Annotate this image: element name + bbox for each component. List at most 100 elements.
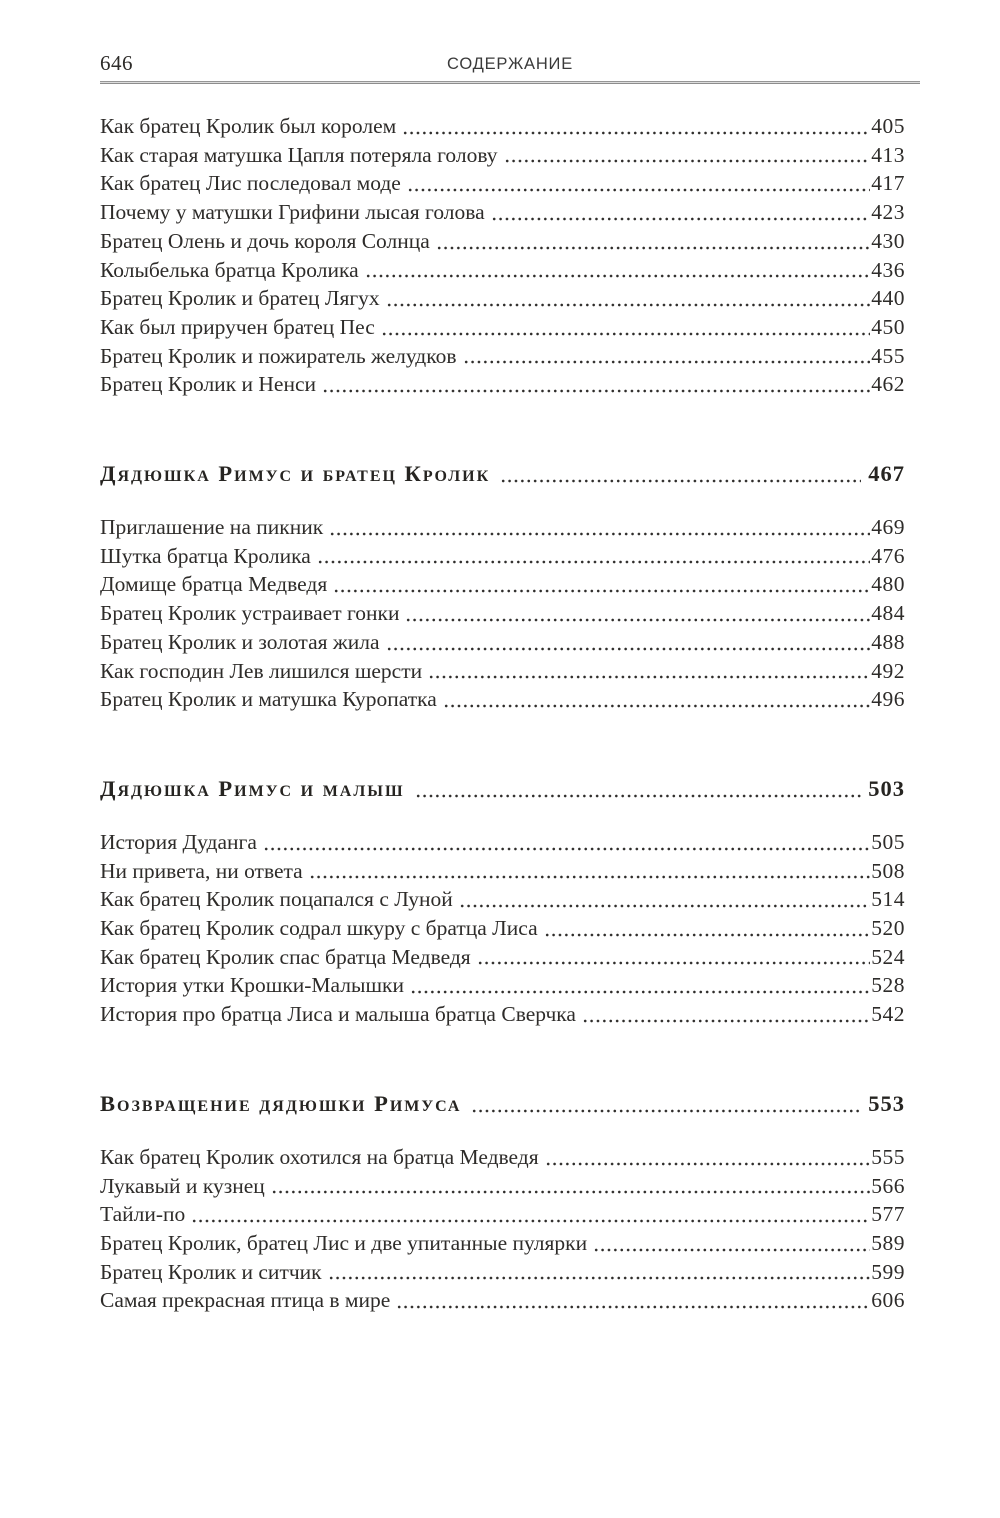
toc-entry-title: Лукавый и кузнец [100,1173,265,1198]
dot-leader [503,140,871,170]
toc-section-heading: Дядюшка Римус и малыш 503 [100,773,905,804]
toc-entry-title: Как братец Кролик поцапался с Луной [100,887,453,912]
toc-entry: Как братец Кролик охотился на братца Мед… [100,1142,905,1172]
toc-entry: Ни привета, ни ответа 508 [100,856,905,886]
toc-entry: Как братец Кролик поцапался с Луной 514 [100,885,905,915]
header-rule [100,81,920,84]
toc-group: Как братец Кролик был королем 405 Как ст… [100,112,905,400]
dot-leader [471,1088,862,1119]
toc-entry-page: 492 [871,658,905,683]
dot-leader [581,1000,871,1029]
dot-leader [333,570,871,600]
running-head: СОДЕРЖАНИЕ [446,55,574,73]
toc-entry-title: Домище братца Медведя [100,572,328,597]
dot-leader [385,627,871,657]
toc-entry-title: История утки Крошки-Малышки [100,973,404,998]
toc-entry: Братец Кролик и пожиратель желудков 455 [100,341,905,371]
toc-entry-title: Братец Кролик, братец Лис и две упитанны… [100,1230,588,1255]
toc-entry-title: Братец Кролик и братец Лягух [100,286,380,311]
toc-entry-page: 524 [871,944,905,969]
toc-entry-title: Ни привета, ни ответа [100,858,303,883]
toc-entry-title: Как братец Лис последовал моде [100,171,401,196]
toc-group: Дядюшка Римус и малыш 503 История Дуданг… [100,773,905,1029]
toc-entry-page: 450 [871,314,905,339]
toc-entry-page: 520 [871,916,905,941]
toc-entry-title: Братец Кролик и Ненси [100,372,317,397]
toc-entry-title: Братец Кролик устраивает гонки [100,601,400,626]
toc-entry-title: История Дуданга [100,829,257,854]
toc-entry: Как старая матушка Цапля потеряла голову… [100,140,905,170]
toc-entry-page: 484 [871,601,905,626]
toc-entry-page: 455 [871,343,905,368]
page-number: 646 [100,51,133,75]
dot-leader [191,1200,871,1229]
toc-entry-title: Приглашение на пикник [100,515,324,540]
dot-leader [500,459,862,490]
dot-leader [406,169,871,199]
toc-entry: Братец Кролик и ситчик 599 [100,1257,905,1287]
toc-entry: История про братца Лиса и малыша братца … [100,1000,905,1029]
toc-entry: Как братец Кролик спас братца Медведя 52… [100,942,905,972]
toc-entry-page: 488 [871,629,905,654]
dot-leader [364,255,871,285]
toc-entry-page: 405 [871,114,905,138]
toc: Как братец Кролик был королем 405 Как ст… [100,84,920,1316]
toc-entry-title: Шутка братца Кролика [100,543,311,568]
toc-entry: Братец Кролик, братец Лис и две упитанны… [100,1228,905,1258]
toc-entry-page: 480 [871,572,905,597]
dot-leader [270,1171,871,1201]
toc-entry: Шутка братца Кролика 476 [100,541,905,571]
toc-entry-page: 528 [871,973,905,998]
toc-entry-page: 566 [871,1173,905,1198]
toc-group: Дядюшка Римус и братец Кролик 467 Пригла… [100,459,905,714]
toc-entry-title: Как братец Кролик охотился на братца Мед… [100,1144,539,1169]
dot-leader [327,1257,871,1287]
toc-entry-page: 508 [871,858,905,883]
toc-entry: Братец Кролик устраивает гонки 484 [100,599,905,628]
dot-leader [380,312,871,342]
toc-section-heading: Дядюшка Римус и братец Кролик 467 [100,459,905,490]
toc-entry-page: 542 [871,1002,905,1027]
toc-entry: Почему у матушки Грифини лысая голова 42… [100,198,905,227]
toc-entry-page: 606 [871,1288,905,1313]
toc-entry-page: 577 [871,1202,905,1227]
toc-entry: Самая прекрасная птица в мире 606 [100,1286,905,1316]
toc-entry-title: Как братец Кролик спас братца Медведя [100,944,471,969]
toc-entry: Как был приручен братец Пес 450 [100,312,905,342]
toc-entry-page: 469 [871,515,905,540]
dot-leader [329,513,871,542]
toc-entry-title: Братец Кролик и золотая жила [100,629,380,654]
toc-entry: Лукавый и кузнец 566 [100,1171,905,1201]
toc-entry-title: Тайли-по [100,1202,186,1227]
book-page: 646 СОДЕРЖАНИЕ Как братец Кролик был кор… [100,50,920,1316]
toc-entry: Братец Кролик и матушка Куропатка 496 [100,685,905,714]
page-header: 646 СОДЕРЖАНИЕ [100,50,920,76]
toc-entry-title: Как старая матушка Цапля потеряла голову [100,142,498,167]
dot-leader [316,541,871,571]
toc-entry-page: 440 [871,286,905,311]
toc-entry-page: 423 [871,200,905,225]
toc-entry: Как братец Лис последовал моде 417 [100,169,905,199]
toc-heading-title: Дядюшка Римус и малыш [100,775,405,801]
toc-entry: Колыбелька братца Кролика 436 [100,255,905,285]
dot-leader [458,885,871,915]
toc-heading-page: 503 [868,775,905,801]
toc-entry-title: Братец Кролик и пожиратель желудков [100,343,457,368]
toc-entry: Как братец Кролик содрал шкуру с братца … [100,914,905,943]
toc-entry-page: 476 [871,543,905,568]
toc-entry-page: 496 [871,687,905,712]
dot-leader [593,1228,871,1258]
dot-leader [490,198,871,227]
dot-leader [442,685,871,714]
toc-entry: Братец Олень и дочь короля Солнца 430 [100,226,905,256]
toc-entry-title: Как братец Кролик был королем [100,114,397,138]
dot-leader [385,284,871,313]
dot-leader [544,1142,871,1172]
toc-entry: История Дуданга 505 [100,827,905,857]
toc-entry: Домище братца Медведя 480 [100,570,905,600]
toc-entry: Как братец Кролик был королем 405 [100,112,905,141]
toc-entry-page: 555 [871,1144,905,1169]
dot-leader [409,971,871,1001]
dot-leader [414,773,862,804]
toc-entry-title: Колыбелька братца Кролика [100,257,359,282]
